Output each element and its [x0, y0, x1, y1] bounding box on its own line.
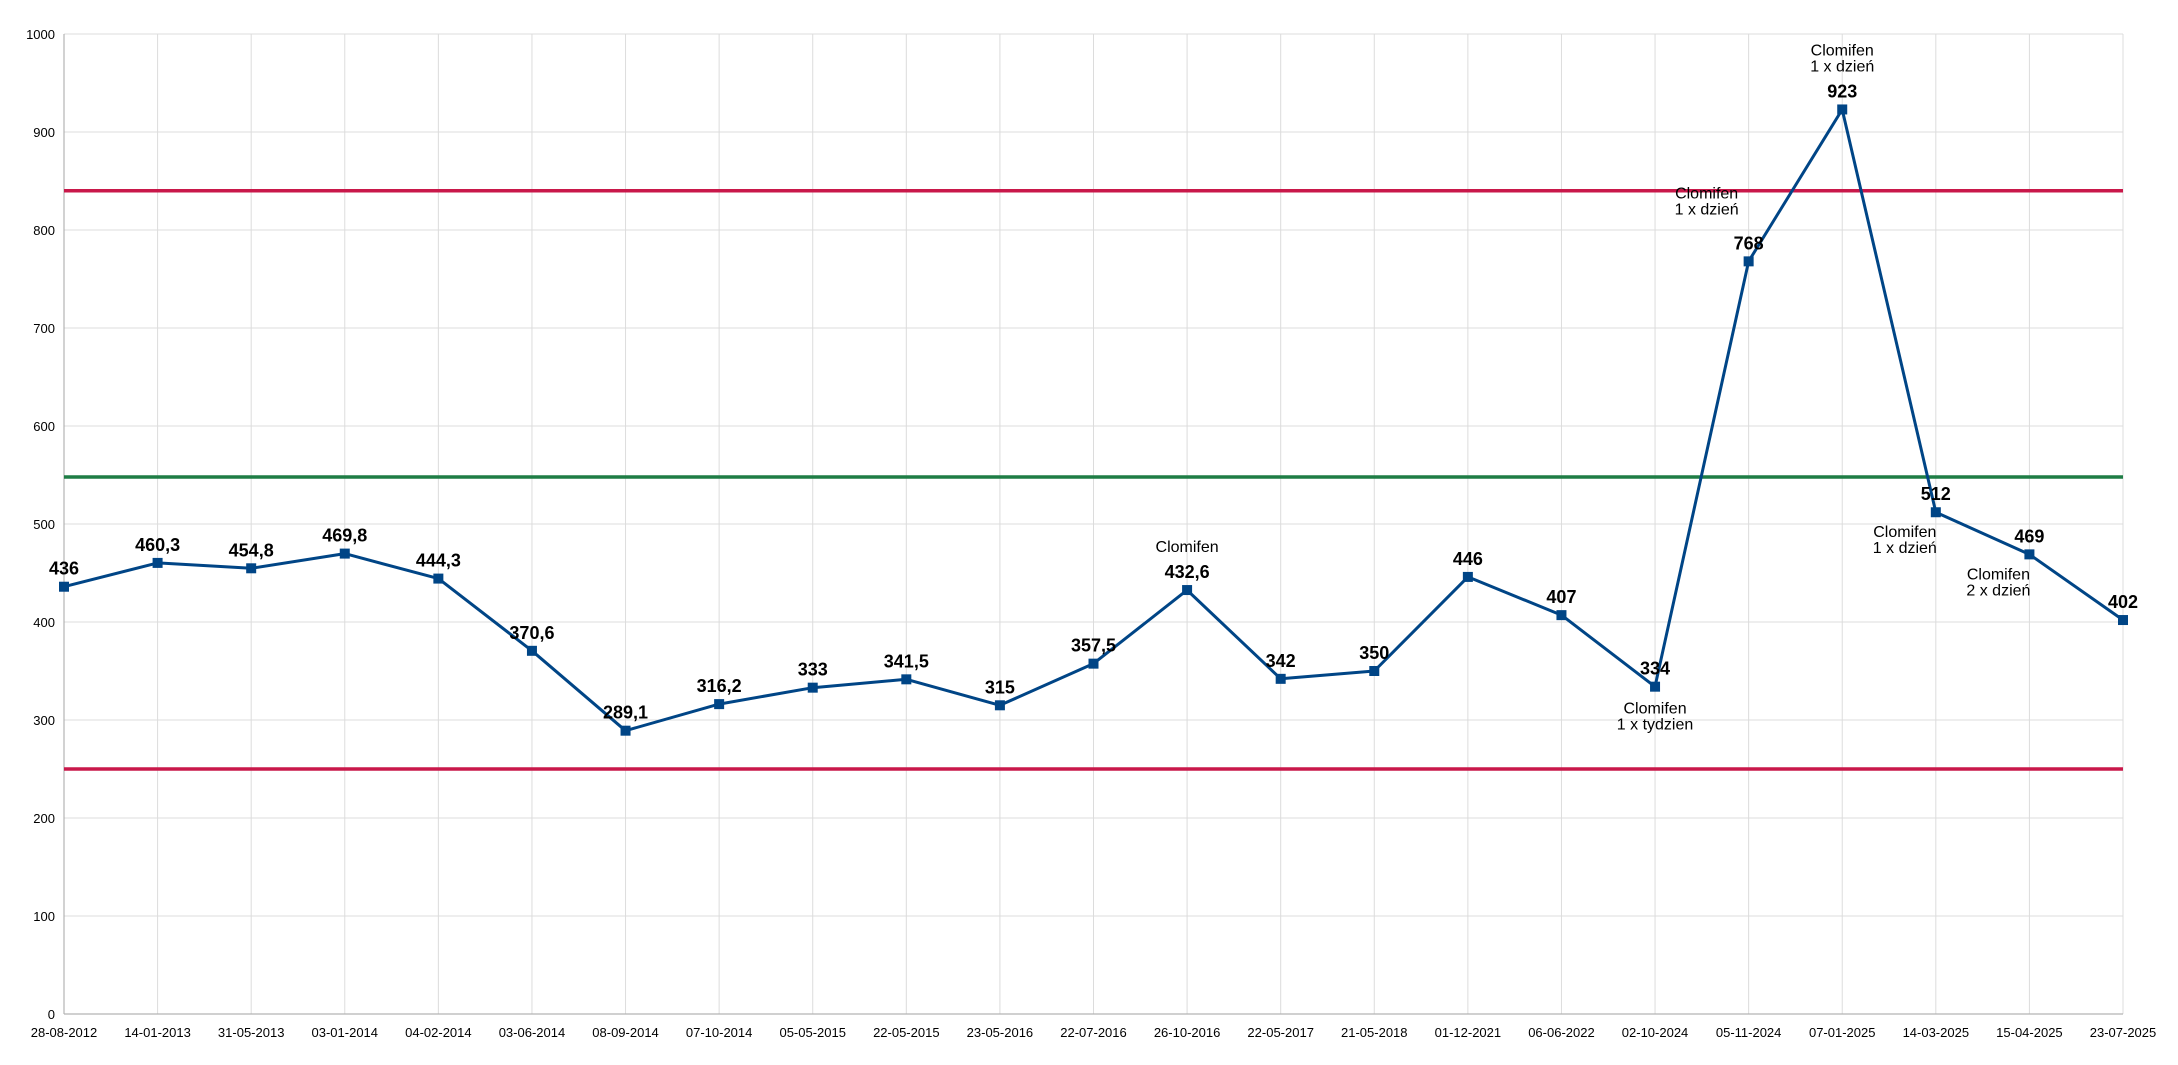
data-point: [339, 548, 350, 559]
y-tick-label: 900: [33, 125, 55, 140]
data-point: [59, 581, 69, 592]
data-label: 446: [1453, 549, 1483, 569]
x-tick-label: 02-10-2024: [1622, 1025, 1689, 1040]
x-tick-label: 31-05-2013: [218, 1025, 285, 1040]
data-label: 432,6: [1165, 562, 1210, 582]
data-point: [526, 645, 537, 656]
y-tick-label: 600: [33, 419, 55, 434]
data-label: 402: [2108, 592, 2138, 612]
x-tick-label: 14-03-2025: [1903, 1025, 1970, 1040]
data-point: [1182, 585, 1193, 596]
data-label: 460,3: [135, 535, 180, 555]
x-tick-label: 21-05-2018: [1341, 1025, 1408, 1040]
data-point: [1275, 673, 1286, 684]
x-tick-label: 05-05-2015: [779, 1025, 846, 1040]
data-label: 436: [49, 559, 79, 579]
data-label: 444,3: [416, 551, 461, 571]
annotation-text: 2 x dzień: [1966, 582, 2030, 599]
data-label: 342: [1266, 651, 1296, 671]
y-tick-label: 400: [33, 615, 55, 630]
annotation-text: 1 x dzień: [1675, 201, 1739, 218]
y-tick-label: 1000: [26, 27, 55, 42]
data-label: 469,8: [322, 526, 367, 546]
x-tick-label: 03-06-2014: [499, 1025, 566, 1040]
x-tick-label: 15-04-2025: [1996, 1025, 2063, 1040]
data-point: [2024, 549, 2035, 560]
data-label: 407: [1546, 587, 1576, 607]
x-tick-label: 07-10-2014: [686, 1025, 753, 1040]
data-point: [1462, 571, 1473, 582]
data-point: [433, 573, 444, 584]
data-point: [152, 557, 163, 568]
y-tick-label: 0: [48, 1007, 55, 1022]
data-label: 315: [985, 677, 1015, 697]
x-tick-label: 06-06-2022: [1528, 1025, 1595, 1040]
x-tick-label: 01-12-2021: [1435, 1025, 1502, 1040]
x-tick-label: 07-01-2025: [1809, 1025, 1876, 1040]
data-point: [1837, 104, 1848, 115]
data-point: [1556, 610, 1567, 621]
data-label: 316,2: [697, 676, 742, 696]
data-label: 370,6: [509, 623, 554, 643]
x-tick-label: 04-02-2014: [405, 1025, 472, 1040]
annotation-text: Clomifen: [1967, 566, 2030, 583]
x-tick-label: 26-10-2016: [1154, 1025, 1221, 1040]
data-label: 333: [798, 660, 828, 680]
y-tick-label: 200: [33, 811, 55, 826]
y-tick-label: 700: [33, 321, 55, 336]
data-point: [714, 699, 725, 710]
data-point: [1743, 256, 1754, 267]
annotation-text: 1 x tydzien: [1617, 717, 1693, 734]
data-point: [901, 674, 912, 685]
x-tick-label: 22-05-2017: [1247, 1025, 1314, 1040]
y-tick-label: 100: [33, 909, 55, 924]
annotation-text: Clomifen: [1873, 524, 1936, 541]
x-tick-label: 05-11-2024: [1716, 1025, 1782, 1040]
annotation-text: Clomifen: [1156, 539, 1219, 556]
data-label: 289,1: [603, 703, 648, 723]
data-label: 334: [1640, 659, 1670, 679]
x-tick-label: 23-07-2025: [2090, 1025, 2157, 1040]
x-tick-label: 22-07-2016: [1060, 1025, 1127, 1040]
data-point: [807, 682, 818, 693]
x-tick-label: 28-08-2012: [31, 1025, 98, 1040]
data-point: [620, 725, 631, 736]
data-label: 923: [1827, 81, 1857, 101]
x-tick-label: 08-09-2014: [592, 1025, 659, 1040]
annotation-text: 1 x dzień: [1873, 540, 1937, 557]
x-tick-label: 14-01-2013: [124, 1025, 191, 1040]
annotation-text: Clomifen: [1623, 701, 1686, 718]
x-tick-label: 23-05-2016: [967, 1025, 1034, 1040]
x-tick-label: 22-05-2015: [873, 1025, 940, 1040]
y-tick-label: 800: [33, 223, 55, 238]
data-point: [994, 700, 1005, 711]
data-label: 341,5: [884, 651, 929, 671]
x-tick-label: 03-01-2014: [312, 1025, 379, 1040]
data-label: 512: [1921, 484, 1951, 504]
y-tick-label: 300: [33, 713, 55, 728]
annotation-text: Clomifen: [1811, 42, 1874, 59]
data-point: [246, 563, 257, 574]
data-label: 454,8: [229, 540, 274, 560]
data-point: [2118, 615, 2128, 626]
y-tick-label: 500: [33, 517, 55, 532]
annotation-text: Clomifen: [1675, 185, 1738, 202]
data-point: [1930, 507, 1941, 518]
data-label: 357,5: [1071, 636, 1116, 656]
data-point: [1369, 666, 1380, 676]
annotation-text: 1 x dzień: [1810, 58, 1874, 75]
data-point: [1088, 658, 1099, 669]
data-label: 768: [1734, 233, 1764, 253]
data-point: [1650, 681, 1661, 692]
data-label: 350: [1359, 643, 1389, 663]
data-label: 469: [2014, 526, 2044, 546]
